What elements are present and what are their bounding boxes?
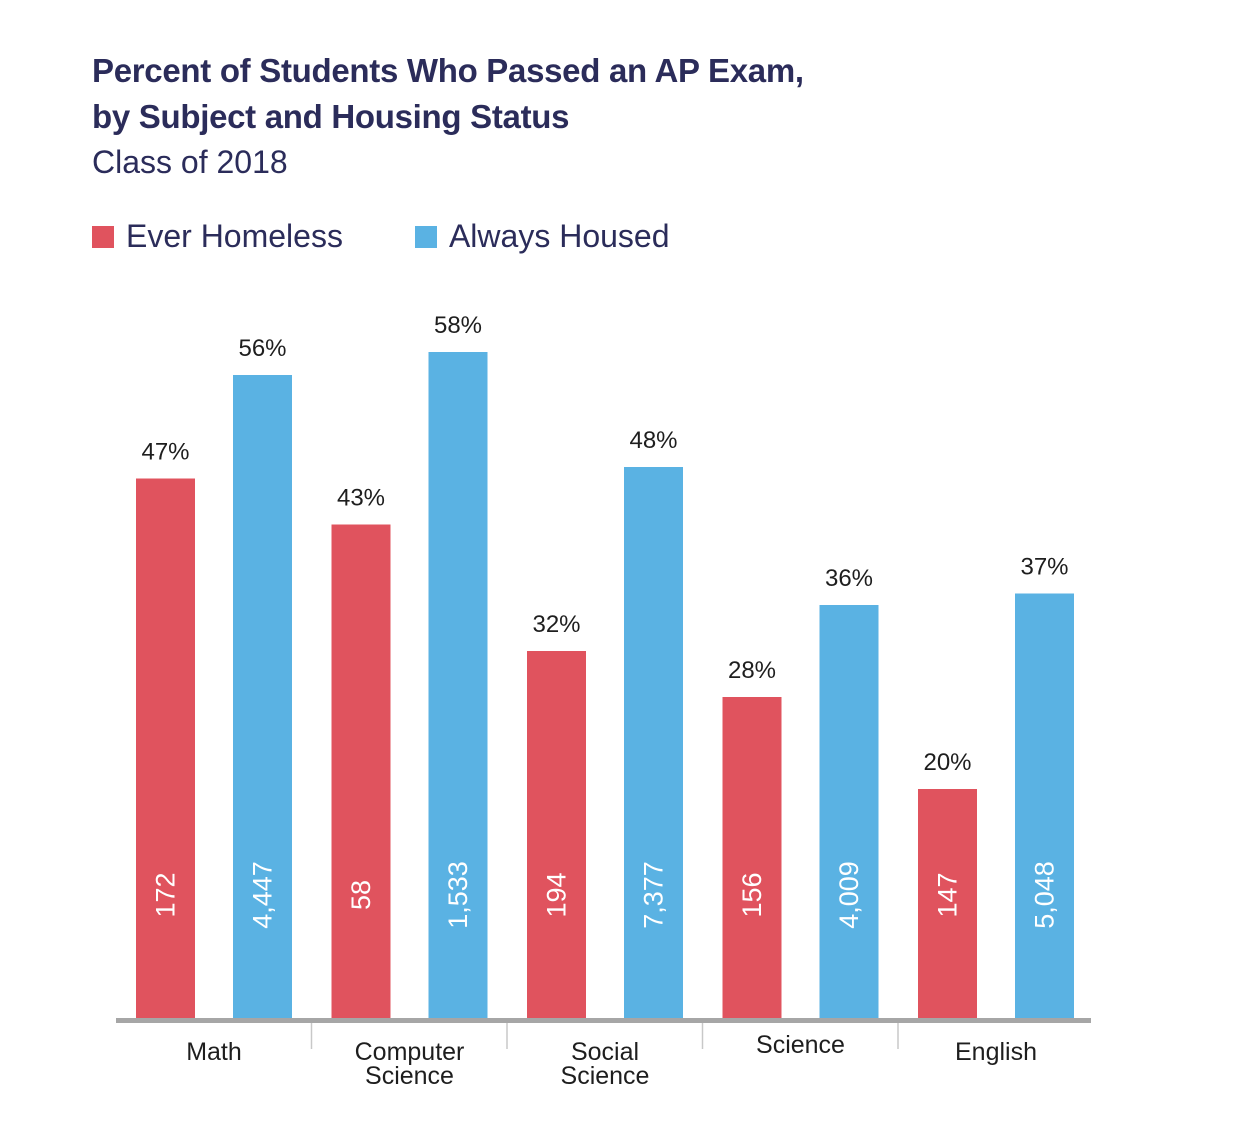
bar-ever-homeless-2 [527, 651, 586, 1019]
bar-ever-homeless-0 [136, 478, 195, 1019]
value-label-always-housed-4: 37% [1020, 554, 1068, 581]
count-label-ever-homeless-0: 172 [151, 872, 181, 917]
legend-label-always-housed: Always Housed [448, 218, 670, 254]
category-label-2-0: Social [571, 1038, 639, 1066]
bar-ever-homeless-1 [331, 524, 391, 1019]
bar-always-housed-1 [428, 352, 488, 1019]
count-label-ever-homeless-4: 147 [933, 872, 963, 917]
legend-item-always-housed: Always Housed [414, 218, 670, 255]
title-line-2: by Subject and Housing Status [92, 98, 570, 135]
chart-title: Percent of Students Who Passed an AP Exa… [92, 48, 992, 184]
bar-always-housed-0 [233, 375, 292, 1019]
bar-ever-homeless-3 [722, 697, 782, 1019]
count-label-always-housed-4: 5,048 [1030, 861, 1060, 929]
count-label-always-housed-3: 4,009 [834, 861, 864, 929]
value-label-always-housed-2: 48% [629, 427, 677, 454]
legend-item-ever-homeless: Ever Homeless [92, 218, 343, 255]
chart-subtitle: Class of 2018 [92, 144, 288, 180]
category-label-2-1: Science [561, 1062, 650, 1090]
value-label-ever-homeless-4: 20% [923, 749, 971, 776]
title-line-1: Percent of Students Who Passed an AP Exa… [92, 52, 804, 89]
x-axis-line [116, 1018, 1091, 1023]
legend-swatch-always-housed [414, 225, 437, 248]
category-label-1-0: Computer [355, 1038, 465, 1066]
legend-swatch-ever-homeless [92, 225, 114, 248]
value-label-ever-homeless-3: 28% [728, 657, 776, 684]
category-label-4-0: English [955, 1038, 1037, 1066]
bar-always-housed-3 [819, 605, 879, 1019]
bar-always-housed-4 [1015, 593, 1074, 1019]
bar-ever-homeless-4 [918, 789, 977, 1019]
value-label-ever-homeless-0: 47% [141, 439, 189, 466]
count-label-always-housed-0: 4,447 [248, 861, 278, 929]
count-label-ever-homeless-1: 58 [346, 880, 376, 910]
value-label-ever-homeless-1: 43% [337, 485, 385, 512]
count-label-ever-homeless-3: 156 [737, 872, 767, 917]
bar-always-housed-2 [624, 467, 683, 1019]
category-label-3-0: Science [756, 1031, 845, 1059]
count-label-always-housed-1: 1,533 [443, 861, 473, 929]
legend-label-ever-homeless: Ever Homeless [126, 218, 343, 254]
value-label-ever-homeless-2: 32% [532, 611, 580, 638]
count-label-ever-homeless-2: 194 [542, 872, 572, 917]
legend: Ever Homeless Always Housed [92, 218, 670, 255]
value-label-always-housed-3: 36% [825, 565, 873, 592]
category-label-0-0: Math [186, 1038, 242, 1066]
value-label-always-housed-1: 58% [434, 312, 482, 339]
count-label-always-housed-2: 7,377 [639, 861, 669, 929]
value-label-always-housed-0: 56% [238, 335, 286, 362]
category-label-1-1: Science [365, 1062, 454, 1090]
